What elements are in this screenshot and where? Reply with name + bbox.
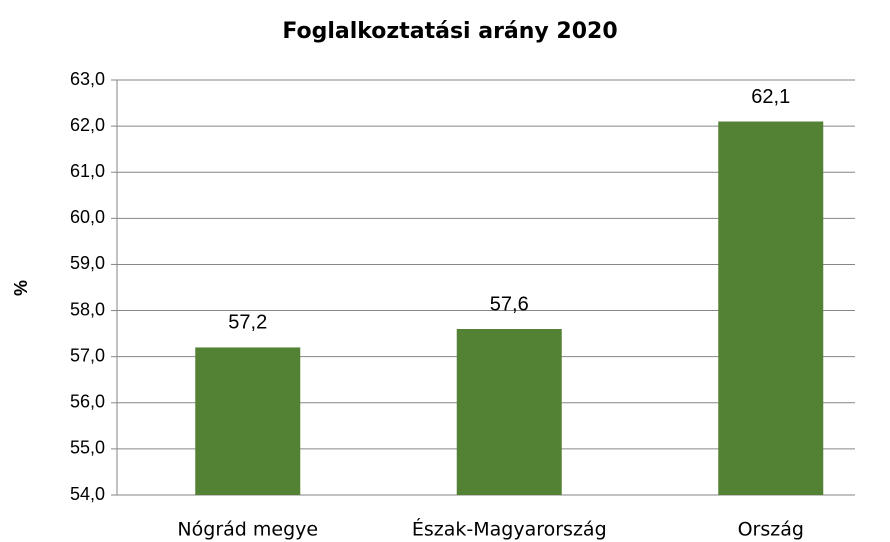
x-tick-label: Nógrád megye <box>177 519 318 541</box>
bar <box>718 121 824 495</box>
y-axis-label: % <box>11 280 31 296</box>
y-tick-label: 55,0 <box>70 438 105 458</box>
bar <box>195 347 301 495</box>
y-tick-label: 54,0 <box>70 484 105 504</box>
data-label: 62,1 <box>751 86 790 108</box>
y-tick-label: 60,0 <box>70 207 105 227</box>
y-tick-label: 57,0 <box>70 345 105 365</box>
bar <box>456 329 562 495</box>
data-label: 57,2 <box>228 312 267 334</box>
x-tick-label: Ország <box>738 519 804 541</box>
y-tick-label: 63,0 <box>70 69 105 89</box>
x-tick-label: Észak-Magyarország <box>412 518 607 541</box>
y-tick-label: 56,0 <box>70 392 105 412</box>
y-tick-label: 62,0 <box>70 115 105 135</box>
y-tick-label: 59,0 <box>70 253 105 273</box>
data-label: 57,6 <box>490 293 529 315</box>
chart-title: Foglalkoztatási arány 2020 <box>282 19 617 44</box>
y-tick-label: 58,0 <box>70 299 105 319</box>
y-tick-label: 61,0 <box>70 161 105 181</box>
